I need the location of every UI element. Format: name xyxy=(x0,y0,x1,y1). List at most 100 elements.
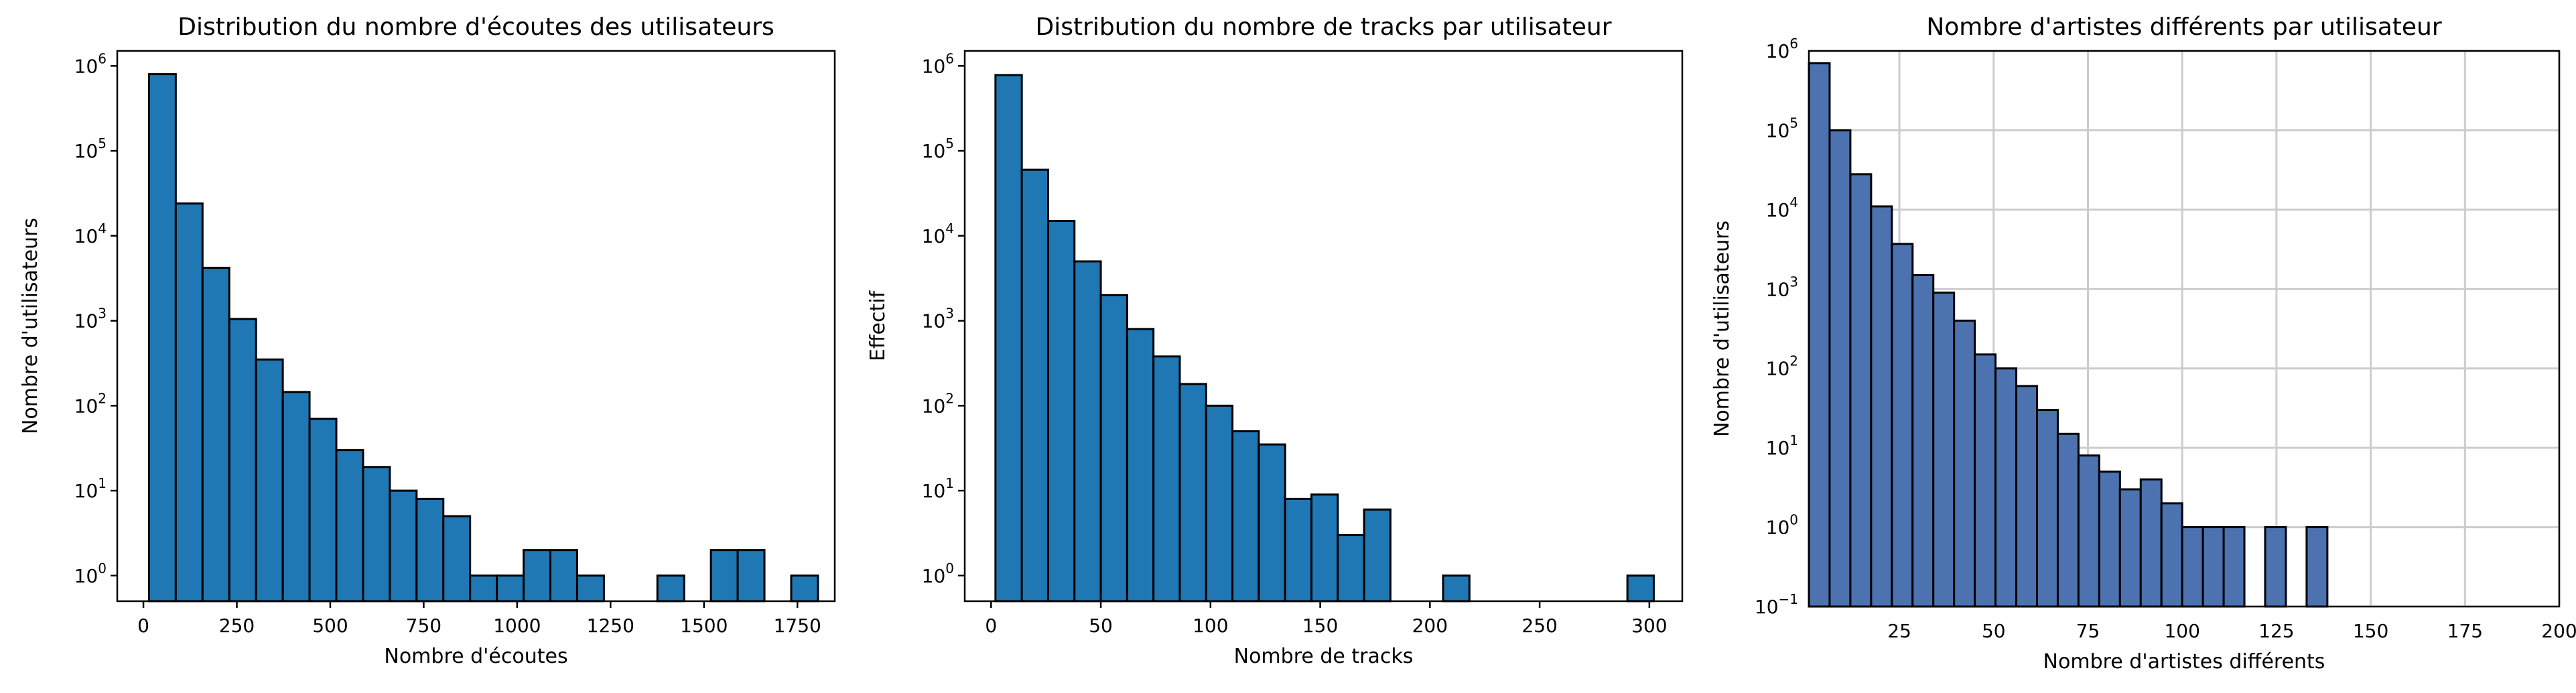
y-tick-label: 105 xyxy=(74,135,107,162)
x-tick-label: 1500 xyxy=(680,615,728,637)
y-tick-exponent: 3 xyxy=(98,306,107,322)
plot-frame xyxy=(116,50,836,603)
y-tick-label: 101 xyxy=(74,475,107,502)
chart-2: 0 50 100 150 200 250 300100101102103104105106D… xyxy=(866,13,1684,668)
histogram-bar xyxy=(2181,526,2204,608)
histogram-bar xyxy=(496,574,525,603)
histogram-bar xyxy=(362,466,391,603)
x-tick-label: 250 xyxy=(1521,615,1557,637)
x-tick-label: 75 xyxy=(2076,620,2100,642)
chart-3: 25 50 75 100 125 150 175 20010−1100101102103104… xyxy=(1710,13,2576,674)
y-axis-label: Nombre d'utilisateurs xyxy=(1710,220,1734,437)
y-tick-label: 102 xyxy=(74,390,107,417)
y-tick-exponent: 6 xyxy=(1789,36,1798,52)
y-tick-label: 103 xyxy=(74,306,107,332)
histogram-bar xyxy=(1442,574,1471,603)
histogram-bar xyxy=(308,418,338,603)
histogram-bar xyxy=(1073,260,1102,603)
histogram-bar xyxy=(2305,526,2329,608)
histogram-bar xyxy=(736,549,766,603)
histogram-bar xyxy=(2139,478,2163,608)
y-tick-label: 105 xyxy=(1766,115,1798,141)
x-tick-label: 1750 xyxy=(774,615,821,637)
histogram-bar xyxy=(1337,533,1365,603)
y-tick-label: 100 xyxy=(74,560,107,587)
histogram-bar xyxy=(1974,353,1997,608)
x-tick-label: 0 xyxy=(137,615,149,637)
histogram-bar xyxy=(2160,502,2183,608)
histogram-bar xyxy=(1231,430,1260,603)
x-tick-label: 50 xyxy=(1982,620,2006,642)
histogram-bar xyxy=(1046,220,1076,603)
y-tick-label: 100 xyxy=(922,560,954,587)
y-tick-exponent: 6 xyxy=(98,50,107,66)
y-tick-label: 104 xyxy=(922,220,954,247)
y-tick-exponent: 2 xyxy=(1789,353,1798,369)
chart-title: Distribution du nombre d'écoutes des uti… xyxy=(178,13,774,41)
y-tick-label: 104 xyxy=(74,220,107,247)
histogram-bar xyxy=(709,549,739,603)
y-tick-exponent: 4 xyxy=(98,220,107,237)
y-tick-label: 101 xyxy=(922,475,954,502)
x-tick-label: 25 xyxy=(1887,620,1911,642)
histogram-bar xyxy=(1891,243,1914,608)
y-tick-exponent: 4 xyxy=(1789,194,1798,210)
y-tick-exponent: 4 xyxy=(945,220,954,237)
histogram-bar xyxy=(1828,129,1852,608)
x-tick-label: 150 xyxy=(2353,620,2388,642)
histogram-bar xyxy=(201,267,230,603)
y-tick-label: 104 xyxy=(1766,194,1798,221)
histogram-bar xyxy=(1178,383,1207,603)
histogram-bar xyxy=(1849,173,1873,608)
y-tick-label: 103 xyxy=(1766,273,1798,300)
x-tick-label: 500 xyxy=(312,615,348,637)
histogram-bar xyxy=(1626,574,1655,603)
y-tick-exponent: 1 xyxy=(1789,432,1798,448)
histogram-bar xyxy=(335,449,364,603)
histogram-bar xyxy=(174,202,204,603)
x-axis-label: Nombre d'écoutes xyxy=(384,645,567,668)
x-tick-label: 0 xyxy=(985,615,997,637)
y-tick-exponent: 1 xyxy=(98,475,107,491)
y-tick-label: 105 xyxy=(922,135,954,162)
x-tick-label: 150 xyxy=(1302,615,1338,637)
x-tick-label: 175 xyxy=(2447,620,2483,642)
histogram-bar xyxy=(2201,526,2225,608)
y-tick-label: 106 xyxy=(74,50,107,77)
histogram-bar xyxy=(2098,470,2121,608)
histogram-bar xyxy=(281,391,311,603)
x-axis-label: Nombre de tracks xyxy=(1234,645,1414,668)
histogram-bar xyxy=(1284,497,1312,603)
x-tick-label: 1250 xyxy=(587,615,634,637)
histogram-bar xyxy=(2077,454,2100,608)
y-tick-exponent: −1 xyxy=(1779,591,1798,607)
histogram-bar xyxy=(2036,409,2059,608)
x-axis-label: Nombre d'artistes différents xyxy=(2043,650,2325,674)
histogram-bar xyxy=(389,489,418,603)
histogram-bar xyxy=(1152,355,1181,603)
x-tick-label: 100 xyxy=(1193,615,1228,637)
y-tick-exponent: 2 xyxy=(945,390,954,406)
histogram-bar xyxy=(147,73,177,603)
y-tick-label: 106 xyxy=(1766,36,1798,62)
y-tick-label: 106 xyxy=(922,50,954,77)
y-tick-exponent: 0 xyxy=(1789,512,1798,528)
histogram-bar xyxy=(1870,205,1893,608)
histogram-bar xyxy=(1020,168,1049,603)
y-tick-label: 102 xyxy=(1766,353,1798,380)
histogram-bar xyxy=(2118,488,2142,608)
chart-title: Distribution du nombre de tracks par uti… xyxy=(1036,13,1612,41)
y-tick-exponent: 3 xyxy=(945,306,954,322)
histogram-bar xyxy=(1363,508,1392,603)
histogram-bar xyxy=(1258,443,1286,603)
histogram-bar xyxy=(255,358,284,603)
y-axis-label: Nombre d'utilisateurs xyxy=(19,218,42,434)
y-tick-label: 100 xyxy=(1766,512,1798,539)
histogram-bar xyxy=(994,74,1023,603)
x-tick-label: 50 xyxy=(1089,615,1113,637)
chart-title: Nombre d'artistes différents par utilisa… xyxy=(1926,13,2442,41)
y-tick-exponent: 1 xyxy=(945,475,954,491)
histogram-bar xyxy=(415,497,445,603)
